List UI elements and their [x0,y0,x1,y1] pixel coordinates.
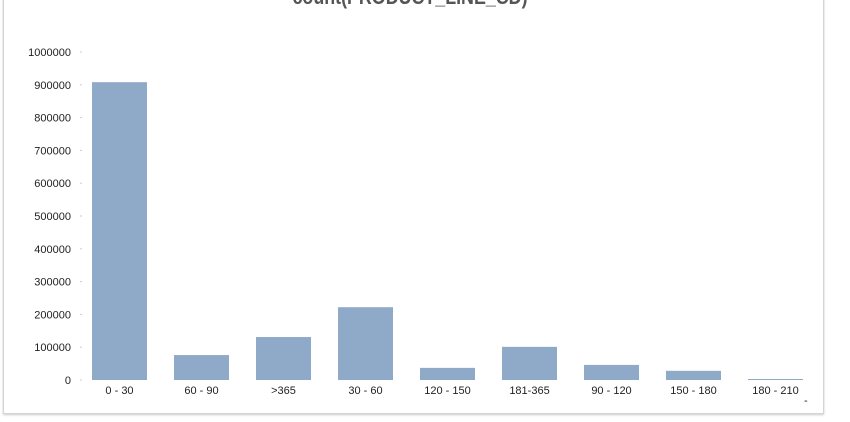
bar [666,370,721,380]
y-tick-label: 500000 [34,211,71,223]
y-tick-label: 800000 [34,113,71,125]
bar [420,367,475,380]
y-tick-label: 400000 [34,244,71,256]
x-tick-label: 30 - 60 [348,385,382,397]
y-tick-label: 200000 [34,309,71,321]
y-tick-label: 0 [65,375,71,387]
y-tick-label: 700000 [34,145,71,157]
bar [92,82,147,381]
bar [584,364,639,380]
x-tick-label: 180 - 210 [752,385,798,397]
y-tick-label: 100000 [34,342,71,354]
bar [502,346,557,380]
x-tick-label: 181-365 [509,385,549,397]
bar [338,307,393,380]
x-tick-label: 60 - 90 [184,385,218,397]
x-axis-end-mark: - [804,395,808,407]
x-tick-label: 90 - 120 [591,385,631,397]
x-tick-label: 0 - 30 [105,385,133,397]
x-tick-label: 120 - 150 [424,385,470,397]
chart-title: count(PRODUCT_LINE_CD) [62,0,759,10]
bar [748,379,803,381]
x-tick-label: >365 [271,385,296,397]
y-tick-label: 600000 [34,178,71,190]
bar [174,355,229,380]
y-tick-label: 1000000 [28,47,71,59]
y-tick-label: 300000 [34,277,71,289]
y-tick-label: 900000 [34,80,71,92]
bar [256,337,311,380]
x-tick-label: 150 - 180 [670,385,716,397]
